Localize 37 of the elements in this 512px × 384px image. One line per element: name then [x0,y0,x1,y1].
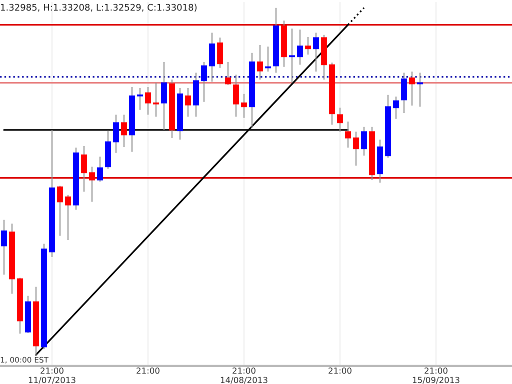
x-tick-label: 21:00 11/07/2013 [28,367,76,384]
candlestick [152,82,160,118]
candlestick [232,74,240,118]
x-tick-label: 21:00 [136,367,160,374]
candlestick [352,131,360,166]
candlestick [312,32,320,72]
candlestick [0,219,8,276]
candlestick [64,194,72,241]
candlestick [360,126,368,156]
candlestick [240,93,248,118]
candlestick [216,37,224,68]
chart-title: 1.32985, H:1.33208, L:1.32529, C:1.33018) [0,4,197,12]
candlestick [56,185,64,236]
x-tick-label: 21:00 14/08/2013 [220,367,268,384]
candlestick [336,107,344,132]
candlestick [88,166,96,202]
candlestick [400,72,408,114]
candlestick [304,36,312,56]
candlestick [408,71,416,106]
candlestick [184,87,192,118]
x-tick-label: 21:00 [328,367,352,374]
candlestick [296,29,304,66]
candlestick [264,46,272,72]
candlestick [96,156,104,182]
candlestick [256,44,264,80]
candlestick [344,121,352,148]
candlestick [144,86,152,116]
candlestick [120,114,128,148]
candlestick [224,61,232,86]
candlestick [112,114,120,154]
candlestick [136,87,144,110]
candlestick [392,96,400,120]
candlestick [200,61,208,102]
x-tick-label: 21:00 15/09/2013 [412,367,460,384]
candlestick [80,145,88,192]
candlestick [208,32,216,82]
candlestick [160,61,168,131]
